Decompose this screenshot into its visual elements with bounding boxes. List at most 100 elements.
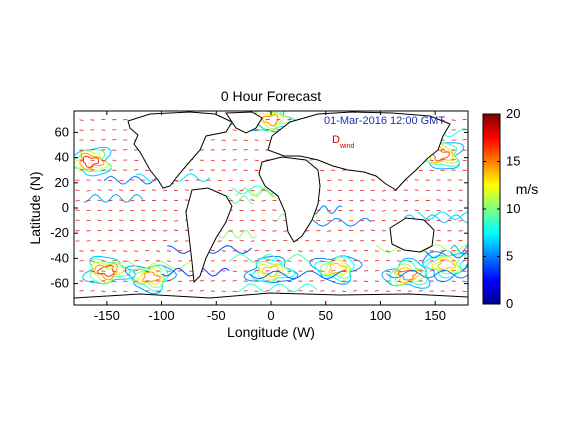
- wind-vector: [385, 250, 390, 252]
- wind-vector: [232, 290, 237, 293]
- contour-line: [422, 253, 466, 279]
- x-tick-label: 100: [370, 308, 392, 323]
- wind-vector: [152, 239, 157, 242]
- wind-vector: [265, 139, 270, 142]
- wind-vector: [166, 280, 172, 282]
- wind-vector: [359, 179, 365, 182]
- wind-vector: [265, 290, 270, 292]
- wind-vector: [462, 118, 467, 121]
- wind-vector: [134, 290, 139, 293]
- wind-vector: [217, 240, 222, 242]
- wind-vector: [134, 169, 139, 171]
- contour-line: [243, 255, 299, 284]
- wind-vector: [119, 229, 124, 232]
- wind-vector: [261, 200, 266, 202]
- contour-line: [258, 264, 284, 281]
- x-tick-label: -50: [207, 308, 226, 323]
- y-tick-label: -60: [50, 276, 69, 291]
- contour-line: [262, 114, 279, 127]
- wind-vector: [298, 250, 303, 252]
- wind-vector: [458, 179, 463, 181]
- wind-vector: [232, 149, 237, 151]
- wind-vector: [320, 260, 325, 262]
- wind-vector: [184, 199, 189, 201]
- contour-line: [141, 271, 161, 283]
- wind-vector: [276, 259, 281, 262]
- wind-symbol: D: [332, 134, 340, 146]
- wind-vector: [363, 249, 369, 252]
- y-tick-label: 40: [55, 150, 69, 165]
- wind-vector: [239, 239, 244, 242]
- wind-vector: [396, 290, 401, 292]
- wind-vector: [173, 240, 179, 242]
- wind-vector: [90, 148, 95, 151]
- wind-vector: [254, 169, 259, 172]
- wind-vector: [370, 199, 376, 201]
- wind-vector: [407, 280, 412, 283]
- wind-vector: [199, 290, 204, 292]
- wind-vector: [177, 290, 183, 292]
- wind-vector: [407, 260, 412, 262]
- wind-vector: [79, 290, 84, 292]
- x-axis-ticks: -150 -100 -50 0 50 100 150: [94, 111, 446, 323]
- wind-vector: [287, 270, 292, 273]
- wind-vector: [90, 270, 95, 273]
- contour-line: [381, 257, 431, 289]
- wind-vector: [374, 269, 380, 272]
- wind-vector: [327, 240, 332, 242]
- wind-vector: [363, 290, 369, 292]
- wind-vector: [363, 280, 369, 283]
- wind-vector: [141, 239, 146, 242]
- wind-vector: [199, 280, 204, 282]
- wind-vector: [261, 229, 266, 232]
- wind-vector: [407, 269, 412, 272]
- wind-vector: [228, 219, 233, 221]
- wind-vector: [447, 199, 452, 201]
- wind-vector: [250, 199, 255, 201]
- wind-vector: [440, 159, 445, 161]
- wind-vector: [320, 280, 325, 282]
- wind-vector: [75, 219, 80, 221]
- wind-vector: [370, 179, 376, 181]
- wind-symbol-subscript: wind: [339, 143, 355, 150]
- contour-line: [320, 256, 351, 279]
- wind-vector: [101, 118, 106, 121]
- wind-vector: [436, 199, 441, 201]
- contour-line: [74, 150, 110, 171]
- wind-vector: [440, 119, 445, 121]
- wind-vector: [112, 280, 117, 283]
- contour-line: [426, 254, 462, 275]
- wind-vector: [243, 139, 248, 142]
- wind-vector: [331, 280, 336, 283]
- wind-vector: [210, 249, 215, 252]
- wind-vector: [250, 219, 255, 221]
- y-axis-label: Latitude (N): [27, 171, 43, 244]
- wind-vector: [374, 290, 380, 292]
- wind-vector: [239, 230, 244, 232]
- wind-vector: [462, 280, 467, 283]
- wind-vector: [327, 230, 332, 232]
- contour-line: [431, 256, 460, 272]
- wind-vector: [210, 159, 215, 162]
- wind-vector: [338, 229, 343, 232]
- wind-vector: [134, 250, 139, 252]
- wind-vector: [173, 179, 179, 182]
- wind-vector: [392, 199, 397, 201]
- wind-vector: [418, 290, 423, 292]
- wind-vector: [370, 209, 376, 211]
- colorbar: 0 5 10 15 20 m/s: [482, 106, 538, 311]
- wind-vector: [414, 200, 419, 202]
- wind-vector: [309, 270, 314, 272]
- wind-vector: [108, 229, 113, 232]
- contour-line: [82, 255, 137, 285]
- wind-vector: [287, 249, 292, 252]
- wind-vector: [75, 209, 80, 211]
- wind-vector: [79, 169, 84, 171]
- wind-vector: [188, 290, 193, 292]
- wind-vector: [166, 260, 172, 262]
- wind-vector: [287, 280, 292, 283]
- continent-antarctica: [74, 292, 468, 305]
- wind-vector: [353, 290, 358, 292]
- wind-vector: [272, 219, 277, 221]
